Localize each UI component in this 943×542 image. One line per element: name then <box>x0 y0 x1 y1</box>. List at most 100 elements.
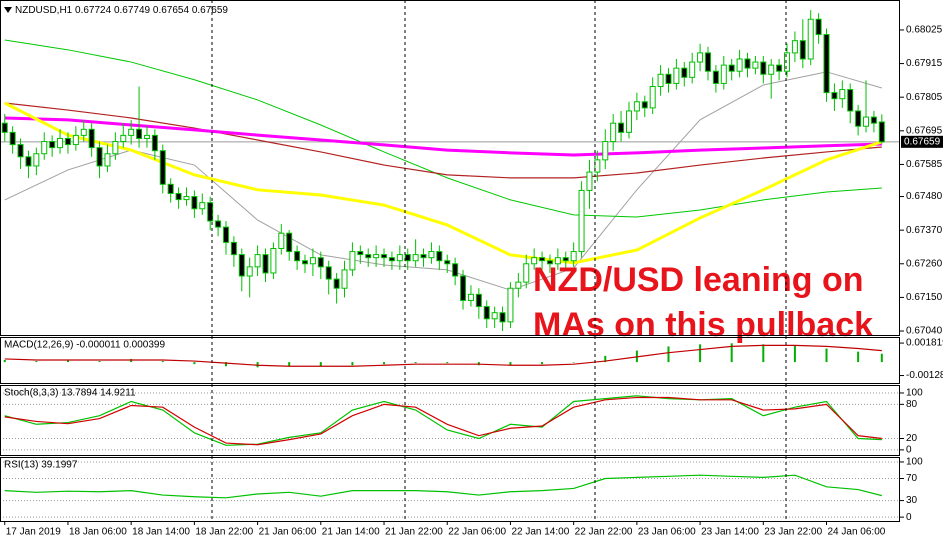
candle-body <box>673 67 680 84</box>
x-tick-label: 21 Jan 06:00 <box>259 527 317 538</box>
x-tick-label: 17 Jan 2019 <box>6 527 61 538</box>
candle-body <box>483 306 490 320</box>
candle-body <box>760 61 767 75</box>
candle-body <box>436 251 443 262</box>
candle-body <box>191 196 198 210</box>
candle-body <box>791 40 798 54</box>
histogram-bar <box>193 362 196 365</box>
y-tick-label: 0.67915 <box>906 58 943 69</box>
price-label-box <box>901 135 943 148</box>
candle-body <box>365 254 372 259</box>
candle-body <box>9 131 16 146</box>
candle-body <box>720 64 727 84</box>
candle-body <box>681 67 688 78</box>
y-tick-label: 0.67370 <box>906 225 943 236</box>
candle-body <box>507 287 514 323</box>
candle-body <box>697 52 704 63</box>
y-tick-label: 0.001819 <box>906 338 943 349</box>
candle-body <box>238 254 245 277</box>
candle-body <box>404 254 411 262</box>
candle-body <box>215 220 222 228</box>
candle-body <box>689 61 696 78</box>
candle-body <box>230 241 237 256</box>
candle-body <box>396 254 403 262</box>
candle-body <box>333 278 340 289</box>
candle-body <box>847 89 854 112</box>
candle-body <box>72 134 79 146</box>
candle-body <box>381 254 388 259</box>
candle-body <box>207 202 214 222</box>
moving-average <box>4 116 882 157</box>
candle-body <box>665 73 672 84</box>
candle-body <box>744 58 751 69</box>
y-tick-label: 0 <box>906 445 912 456</box>
candle-body <box>878 121 885 143</box>
current-price-label: 0.67659 <box>904 136 941 147</box>
histogram-bar <box>825 348 828 363</box>
candle-body <box>554 257 561 265</box>
candle-body <box>736 58 743 72</box>
candle-body <box>855 110 862 127</box>
candle-body <box>467 293 474 301</box>
candle-body <box>452 263 459 277</box>
candle-body <box>120 134 127 143</box>
candle-body <box>657 73 664 88</box>
candle-body <box>499 312 506 323</box>
candle-body <box>357 251 364 256</box>
open-value: 0.67724 <box>75 5 112 16</box>
y-tick-label: 80 <box>906 399 918 410</box>
candle-body <box>523 263 530 283</box>
y-tick-label: 20 <box>906 433 918 444</box>
y-tick-label: 0.67695 <box>906 125 943 136</box>
candle-body <box>294 251 301 262</box>
panel-border <box>0 337 900 384</box>
indicator-title: MACD(12,26,9) -0.000011 0.000399 <box>4 340 165 351</box>
symbol-icon <box>4 7 12 13</box>
candle-body <box>41 141 48 155</box>
candle-body <box>112 141 119 155</box>
candle-body <box>625 110 632 133</box>
candle-body <box>88 128 95 149</box>
histogram-bar <box>383 362 386 365</box>
x-tick-label: 22 Jan 14:00 <box>511 527 569 538</box>
panel-border <box>0 385 900 456</box>
candle-body <box>704 52 711 72</box>
indicator-title: RSI(13) 39.1997 <box>4 460 78 471</box>
moving-average <box>4 39 882 218</box>
y-tick-label: -0.001287 <box>906 370 943 381</box>
candle-body <box>199 202 206 210</box>
y-tick-label: 0.67480 <box>906 191 943 202</box>
candle-body <box>1 122 8 133</box>
y-tick-label: 100 <box>906 388 923 399</box>
x-tick-label: 23 Jan 06:00 <box>638 527 696 538</box>
candle-body <box>222 226 229 243</box>
indicator-line <box>4 396 882 446</box>
candle-body <box>341 269 348 289</box>
x-tick-label: 23 Jan 22:00 <box>764 527 822 538</box>
candle-body <box>104 153 111 167</box>
indicator-line <box>4 344 882 367</box>
candle-body <box>175 192 182 201</box>
histogram-bar <box>98 361 101 363</box>
histogram-bar <box>351 362 354 366</box>
panel-border <box>0 0 900 336</box>
candle-body <box>428 251 435 259</box>
x-tick-label: 21 Jan 14:00 <box>322 527 380 538</box>
candle-body <box>270 247 277 274</box>
histogram-bar <box>880 353 883 363</box>
x-tick-label: 22 Jan 22:00 <box>575 527 633 538</box>
x-tick-label: 22 Jan 06:00 <box>448 527 506 538</box>
candle-body <box>602 141 609 161</box>
indicator-line <box>4 474 882 499</box>
candle-body <box>870 116 877 124</box>
chart-header: NZDUSD,H1 0.67724 0.67749 0.67654 0.6765… <box>15 5 228 16</box>
candle-body <box>183 196 190 201</box>
candle-body <box>546 260 553 265</box>
candle-body <box>610 122 617 143</box>
candle-body <box>80 128 87 136</box>
candle-body <box>752 61 759 69</box>
histogram-bar <box>509 362 512 366</box>
candle-body <box>515 281 522 289</box>
candle-body <box>823 34 830 94</box>
candle-body <box>570 251 577 262</box>
